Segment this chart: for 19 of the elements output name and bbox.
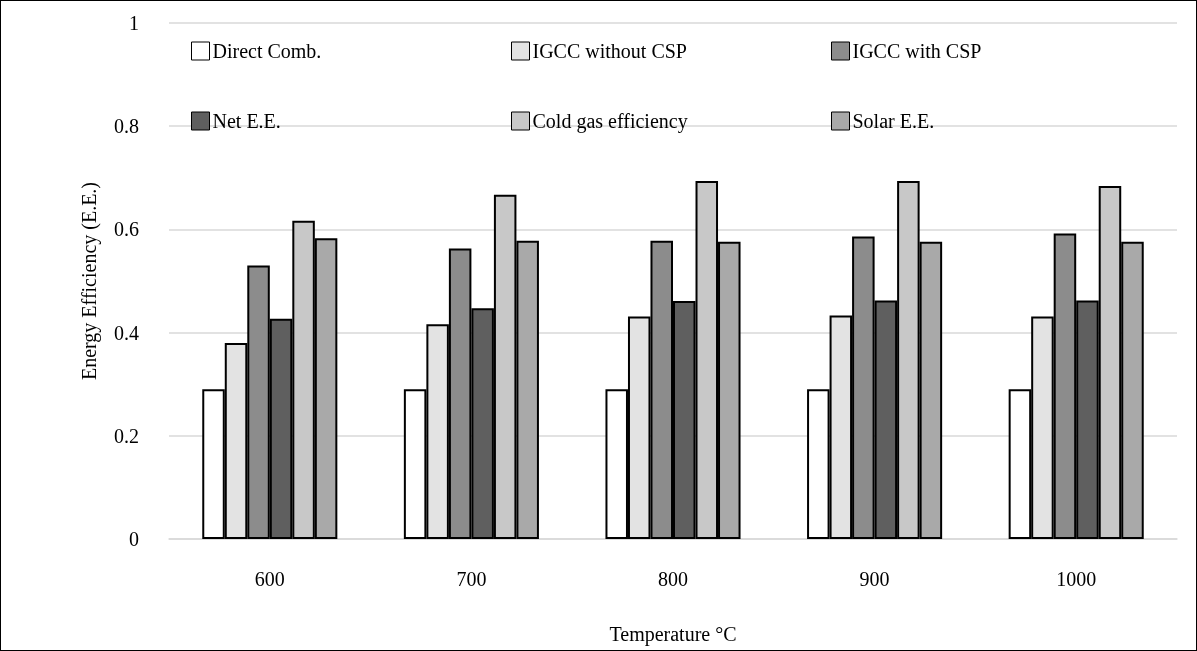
y-tick-label: 0 xyxy=(129,528,139,550)
y-axis-title: Energy Efficiency (E.E.) xyxy=(78,181,101,381)
y-tick-label: 0.4 xyxy=(114,321,139,344)
y-tick-label: 0.6 xyxy=(114,218,139,241)
x-tick-label: 1000 xyxy=(1056,568,1097,590)
x-tick-label: 800 xyxy=(658,568,688,590)
x-tick-label: 700 xyxy=(456,568,487,590)
legend-label: Net E.E. xyxy=(212,110,281,132)
x-axis-title: Temperature °C xyxy=(609,623,737,646)
y-tick-label: 0.8 xyxy=(114,115,139,138)
y-tick-label: 0.2 xyxy=(114,424,139,447)
legend-label: IGCC without CSP xyxy=(532,40,687,62)
x-tick-label: 600 xyxy=(254,568,285,590)
x-tick-label: 900 xyxy=(859,568,890,590)
y-tick-label: 1 xyxy=(129,12,139,34)
legend-label: Solar E.E. xyxy=(852,110,935,132)
legend-label: Direct Comb. xyxy=(212,40,322,62)
legend-label: Cold gas efficiency xyxy=(532,110,688,133)
legend-label: IGCC with CSP xyxy=(852,40,982,62)
